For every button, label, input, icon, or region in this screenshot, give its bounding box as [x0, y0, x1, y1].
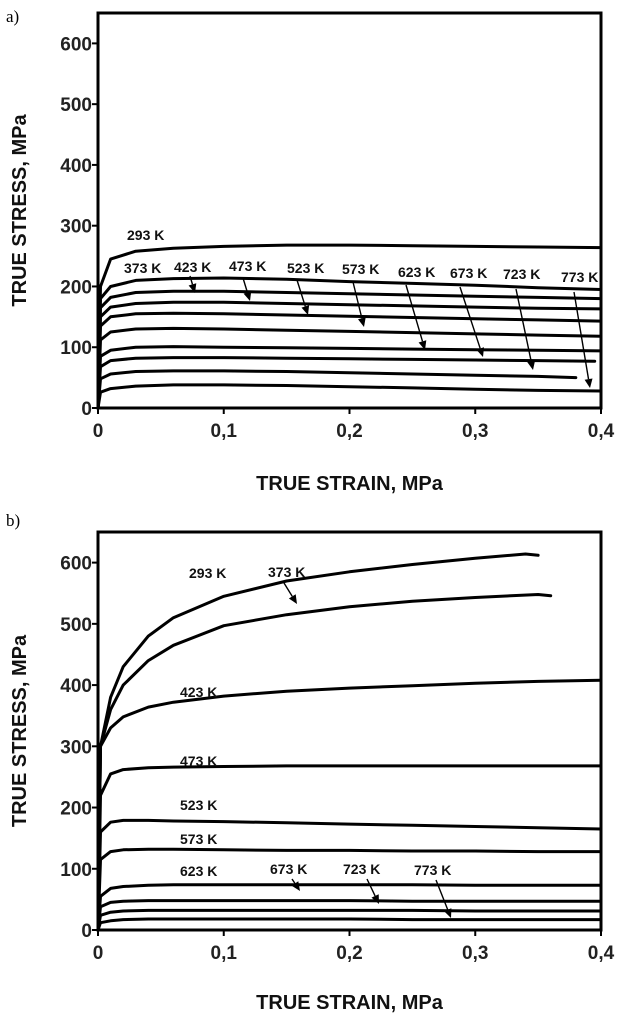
- panel-b-letter: b): [6, 511, 20, 530]
- panel-a-y-tick-label-100: 100: [60, 338, 92, 359]
- panel-a-arrow-6-head: [476, 347, 484, 357]
- panel-b-y-tick-label-100: 100: [60, 860, 92, 881]
- panel-b-arrow-9-line: [435, 879, 449, 910]
- panel-a-curve-373k: [96, 276, 603, 410]
- panel-b-y-tick-label-600: 600: [60, 554, 92, 575]
- panel-b-curve-723k: [96, 908, 603, 932]
- panel-b-arrow-8-head: [371, 894, 379, 904]
- panel-a-arrow-7-head: [527, 360, 536, 370]
- panel-b-arrow-8-line: [366, 878, 376, 897]
- panel-b-label-723k: 723 K: [343, 861, 380, 877]
- panel-b-arrow-9-head: [444, 908, 452, 918]
- panel-b-y-tick-label-200: 200: [60, 799, 92, 820]
- panel-a-x-tick-label-2: 0,2: [336, 421, 362, 442]
- panel-a-x-tick-label-3: 0,3: [462, 421, 488, 442]
- panel-a-label-573k: 573 K: [342, 261, 379, 277]
- panel-a-label-523k: 523 K: [287, 260, 324, 276]
- panel-b-curve-523k: [96, 818, 603, 932]
- panel-a-arrow-3-head: [301, 305, 310, 315]
- panel-a-y-tick-label-300: 300: [60, 217, 92, 238]
- panel-a-curve-723k: [96, 369, 578, 410]
- panel-a-label-423k: 423 K: [174, 259, 211, 275]
- panel-a-curve-523k: [96, 311, 603, 410]
- panel-a-arrow-5-line: [405, 284, 424, 342]
- panel-a-arrow-8-head: [584, 378, 593, 388]
- panel-b-label-293k: 293 K: [189, 565, 226, 581]
- panel-b-y-tick-label-500: 500: [60, 615, 92, 636]
- panel-a-arrow-3-line: [296, 279, 306, 307]
- panel-b-label-373k: 373 K: [268, 564, 305, 580]
- panel-b-curve-773k: [96, 917, 603, 932]
- panel-b-x-tick-label-3: 0,3: [462, 943, 488, 964]
- panel-b-label-473k: 473 K: [180, 753, 217, 769]
- panel-a-x-tick-label-0: 0: [93, 421, 104, 442]
- panel-b-label-573k: 573 K: [180, 831, 217, 847]
- panel-b-arrow-7-line: [291, 878, 296, 884]
- panel-b-curve-373k: [96, 593, 553, 932]
- panel-a-letter: a): [6, 7, 19, 26]
- panel-b-x-tick-label-0: 0: [93, 943, 104, 964]
- panel-a-y-tick-label-200: 200: [60, 277, 92, 298]
- panel-a-arrow-2-line: [242, 277, 249, 293]
- panel-b-arrow-7-head: [291, 881, 300, 891]
- panel-b-x-tick-label-1: 0,1: [211, 943, 238, 964]
- panel-b-label-423k: 423 K: [180, 684, 217, 700]
- panel-b-arrow-1-line: [283, 582, 293, 597]
- panel-a-label-723k: 723 K: [503, 266, 540, 282]
- panel-b-y-tick-label-0: 0: [81, 921, 92, 942]
- panel-b-x-tick-label-4: 0,4: [588, 943, 615, 964]
- panel-b-y-tick-label-300: 300: [60, 737, 92, 758]
- panel-a-y-tick-label-500: 500: [60, 95, 92, 116]
- panel-a-label-373k: 373 K: [124, 260, 161, 276]
- panel-a-label-473k: 473 K: [229, 258, 266, 274]
- panel-a-arrow-2-head: [243, 291, 252, 301]
- panel-b-y-tick-label-400: 400: [60, 676, 92, 697]
- panel-a-arrow-7-line: [515, 288, 532, 362]
- panel-a-curve-573k: [96, 326, 603, 410]
- panel-a-curve-773k: [96, 383, 603, 410]
- panel-a-label-673k: 673 K: [450, 265, 487, 281]
- panel-b-curve-623k: [96, 883, 603, 932]
- panel-b-x-tick-label-2: 0,2: [336, 943, 362, 964]
- panel-a-arrow-5-head: [418, 340, 427, 350]
- panel-b-curve-423k: [96, 678, 603, 932]
- panel-a-label-623k: 623 K: [398, 264, 435, 280]
- panel-a-arrow-4-line: [352, 281, 363, 319]
- panel-b-label-623k: 623 K: [180, 863, 217, 879]
- panel-b-label-773k: 773 K: [414, 862, 451, 878]
- panel-a-arrow-1-line: [189, 275, 194, 285]
- panel-a-curve-673k: [96, 356, 597, 410]
- panel-b-curve-673k: [96, 899, 603, 932]
- panel-b-arrow-1-head: [288, 594, 297, 604]
- panel-a-x-tick-label-4: 0,4: [588, 421, 615, 442]
- panel-a-curve-423k: [96, 289, 603, 410]
- panel-a-y-tick-label-0: 0: [81, 399, 92, 420]
- panel-a-y-tick-label-400: 400: [60, 156, 92, 177]
- panel-b: b) 293 K 373 K 423 K 473 K 523 K 573 K 623 K 673…: [6, 511, 615, 1014]
- panel-a-curve-623k: [96, 345, 603, 410]
- panel-a-arrow-4-head: [358, 317, 366, 327]
- panel-a-label-773k: 773 K: [561, 269, 598, 285]
- panel-a-arrow-1-head: [188, 283, 197, 293]
- panel-b-y-axis-title: TRUE STRESS, MPa: [9, 634, 31, 827]
- panel-a-x-tick-label-1: 0,1: [211, 421, 238, 442]
- panel-b-curve-573k: [96, 847, 603, 932]
- panel-a-arrow-8-line: [573, 291, 590, 380]
- panel-a-curve-473k: [96, 300, 603, 410]
- panel-b-x-axis-title: TRUE STRAIN, MPa: [256, 992, 444, 1014]
- panel-b-label-523k: 523 K: [180, 797, 217, 813]
- panel-a-arrow-6-line: [459, 286, 481, 349]
- panel-a: a) 293 K 373 K 423 K 473 K 523 K 573 K 623 K 673…: [6, 7, 615, 495]
- panel-a-label-293k: 293 K: [127, 227, 164, 243]
- panel-a-curve-293k: [96, 243, 603, 410]
- panel-a-y-tick-label-600: 600: [60, 34, 92, 55]
- panel-a-y-axis-title: TRUE STRESS, MPa: [9, 114, 31, 307]
- panel-a-x-axis-title: TRUE STRAIN, MPa: [256, 473, 444, 495]
- panel-b-label-673k: 673 K: [270, 861, 307, 877]
- panel-b-curve-293k: [96, 552, 540, 932]
- panel-b-curve-473k: [96, 764, 603, 932]
